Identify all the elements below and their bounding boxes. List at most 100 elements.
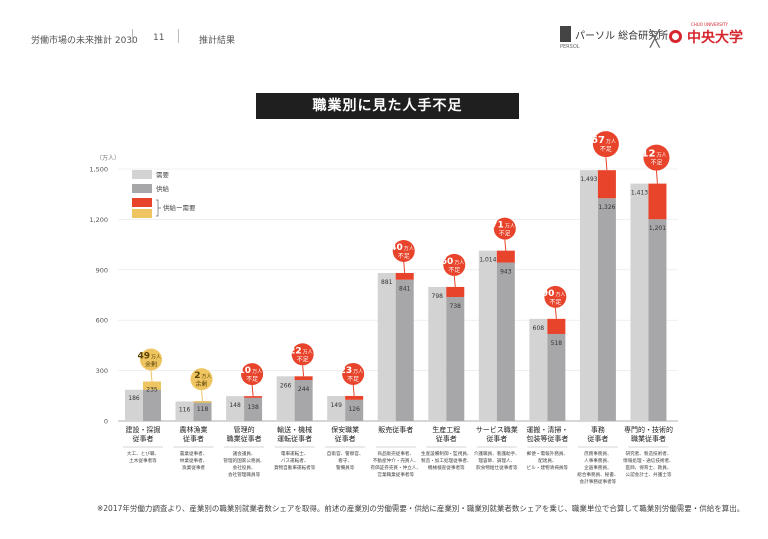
category-label: 職業従事者 bbox=[227, 434, 262, 443]
gap-callout-line bbox=[403, 261, 406, 274]
gap-bubble bbox=[140, 348, 162, 371]
gap-bubble bbox=[443, 253, 466, 276]
gap-word: 余剰 bbox=[145, 361, 157, 369]
category-example: 林業従事者、 bbox=[180, 457, 208, 464]
category-example: 看守、 bbox=[338, 457, 352, 464]
gap-word: 不足 bbox=[398, 253, 410, 260]
supply-value-label: 235 bbox=[146, 387, 158, 394]
page-header: 労働市場の未来推計 2030 11 推計結果 パーソル 総合研究所 PERSOL… bbox=[0, 0, 768, 55]
y-axis-unit: （万人） bbox=[96, 155, 120, 162]
category-example: 農業従事者、 bbox=[180, 450, 208, 457]
demand-value-label: 798 bbox=[432, 293, 444, 300]
category-label: 建設・採掘 bbox=[126, 425, 161, 434]
gap-word: 不足 bbox=[549, 299, 561, 306]
supply-value-label: 118 bbox=[197, 406, 209, 413]
gap-unit: 万人 bbox=[202, 374, 212, 380]
bar-supply bbox=[193, 401, 212, 421]
category-example: 人事事務員、 bbox=[584, 457, 612, 464]
gap-value: 90 bbox=[542, 289, 555, 299]
category-example: 議会議員、 bbox=[233, 450, 256, 457]
bar-shortage-gap bbox=[597, 170, 616, 199]
bar-demand bbox=[579, 170, 598, 421]
bar-supply bbox=[597, 198, 616, 421]
gap-bubble bbox=[291, 343, 314, 366]
gap-word: 不足 bbox=[600, 146, 612, 153]
gap-unit: 万人 bbox=[353, 369, 363, 375]
category-example: 生産設備制御・監視員、 bbox=[421, 450, 472, 457]
persol-logo: パーソル 総合研究所 PERSOL bbox=[560, 26, 669, 50]
y-tick-label: 1,200 bbox=[89, 216, 108, 224]
gap-bubble bbox=[241, 363, 264, 386]
category-example: 会計事務従事者等 bbox=[580, 478, 617, 485]
demand-value-label: 266 bbox=[280, 382, 292, 389]
gap-unit: 万人 bbox=[555, 292, 565, 298]
bar-supply bbox=[395, 279, 414, 421]
category-example: 情報処理・通信技術者、 bbox=[623, 457, 674, 464]
bar-shortage-gap bbox=[244, 396, 263, 398]
legend-supply-swatch bbox=[132, 184, 152, 193]
gap-callout-line bbox=[554, 307, 557, 319]
category-example: 管理的国家公務員、 bbox=[223, 457, 264, 464]
category-example: 土木従事者等 bbox=[129, 457, 157, 464]
bar-supply bbox=[496, 262, 515, 421]
gap-unit: 万人 bbox=[252, 369, 262, 375]
supply-value-label: 943 bbox=[500, 269, 512, 276]
category-example: ビル・建物清掃員等 bbox=[527, 464, 569, 471]
gap-value: 212 bbox=[635, 149, 656, 160]
category-example: 会社管理職員等 bbox=[228, 471, 261, 478]
category-example: 研究者、製造技術者、 bbox=[625, 450, 671, 457]
gap-word: 不足 bbox=[347, 376, 359, 383]
supply-value-label: 244 bbox=[298, 386, 310, 393]
bar-shortage-gap bbox=[496, 250, 515, 263]
gap-callout-line bbox=[302, 365, 305, 377]
category-example: 会社役員、 bbox=[233, 464, 256, 471]
chuo-logo-text: 中央大学 bbox=[687, 30, 743, 46]
legend-surplus-swatch bbox=[132, 209, 152, 218]
category-example: 庶務事務員、 bbox=[584, 450, 612, 457]
category-example: 貨物自動車運転者等 bbox=[274, 464, 316, 471]
category-example: 総合事務員、秘書、 bbox=[577, 471, 618, 478]
y-tick-label: 900 bbox=[96, 266, 108, 274]
category-example: 自衛官、警察官、 bbox=[327, 450, 364, 457]
gap-bubble bbox=[544, 285, 567, 308]
gap-bubble bbox=[592, 131, 619, 158]
gap-word: 不足 bbox=[448, 267, 460, 274]
gap-word: 余剰 bbox=[196, 380, 208, 388]
bar-shortage-gap bbox=[294, 376, 313, 381]
gap-callout-line bbox=[453, 275, 456, 287]
header-divider bbox=[132, 29, 133, 43]
gap-unit: 万人 bbox=[656, 153, 666, 159]
collaboration-cross-icon: ╳ bbox=[650, 29, 660, 48]
category-example: 配達員、 bbox=[538, 457, 556, 464]
bar-shortage-gap bbox=[648, 183, 667, 220]
category-label: 農林漁業 bbox=[180, 425, 208, 434]
bar-demand bbox=[226, 396, 245, 421]
category-label: 生産工程 bbox=[432, 425, 460, 434]
bar-demand bbox=[428, 286, 447, 421]
category-example: 医師、保育士、教員、 bbox=[625, 464, 671, 471]
category-label: 販売従事者 bbox=[378, 425, 413, 434]
gap-callout-line bbox=[352, 384, 355, 397]
legend-demand-label: 需要 bbox=[156, 171, 170, 179]
gap-unit: 万人 bbox=[505, 224, 515, 230]
bar-demand bbox=[276, 376, 295, 421]
demand-value-label: 1,493 bbox=[580, 176, 597, 183]
bar-shortage-gap bbox=[345, 395, 364, 400]
legend-demand-swatch bbox=[132, 170, 152, 179]
category-example: 大工、とび職、 bbox=[127, 450, 159, 457]
category-example: 有価証券売買・仲立人、 bbox=[370, 464, 421, 471]
category-label: 運転従事者 bbox=[277, 434, 312, 443]
gap-callout-line bbox=[251, 385, 254, 397]
category-label: 従事者 bbox=[335, 434, 356, 443]
gap-bubble bbox=[190, 368, 213, 391]
bar-demand bbox=[529, 318, 548, 421]
bar-supply bbox=[143, 381, 161, 421]
category-example: 製造・加工処理従事者、 bbox=[421, 457, 472, 464]
category-example: 理容師、調理人、 bbox=[478, 457, 515, 464]
bar-supply bbox=[648, 219, 667, 421]
gap-value: 23 bbox=[340, 366, 353, 376]
persol-logo-text: パーソル 総合研究所 bbox=[575, 30, 669, 42]
demand-value-label: 1,413 bbox=[631, 190, 648, 197]
bar-demand bbox=[175, 401, 194, 421]
